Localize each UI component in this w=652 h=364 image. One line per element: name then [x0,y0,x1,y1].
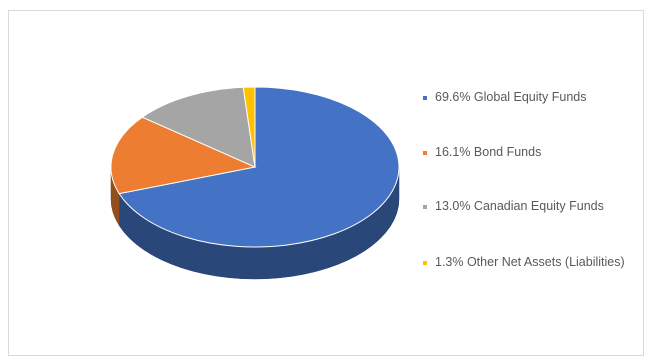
legend-item-global-equity: 69.6% Global Equity Funds [423,89,643,106]
legend-swatch [423,151,427,155]
pie-slice [110,116,257,195]
legend-swatch [423,205,427,209]
legend-item-other-net-assets: 1.3% Other Net Assets (Liabilities) [423,254,643,271]
legend-label: 1.3% Other Net Assets (Liabilities) [435,255,625,269]
legend-label: 69.6% Global Equity Funds [435,90,587,104]
legend-label: 13.0% Canadian Equity Funds [435,199,604,213]
pie-slice [242,86,256,168]
pie-slice [118,86,400,248]
legend-label: 16.1% Bond Funds [435,145,542,159]
pie-chart [110,86,400,280]
legend-swatch [423,96,427,100]
legend-item-canadian-equity: 13.0% Canadian Equity Funds [423,198,643,215]
legend-item-bond-funds: 16.1% Bond Funds [423,144,643,161]
legend-swatch [423,261,427,265]
pie-top-faces [110,86,400,248]
pie-slice [141,86,256,168]
chart-frame: 69.6% Global Equity Funds 16.1% Bond Fun… [8,10,644,356]
